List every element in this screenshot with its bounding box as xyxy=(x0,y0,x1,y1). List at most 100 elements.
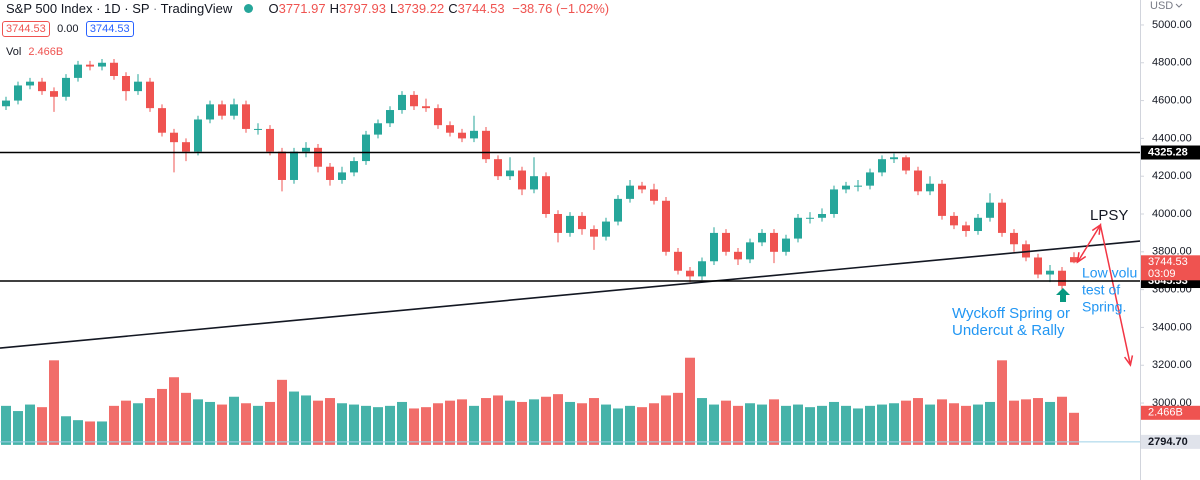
candle-body xyxy=(98,62,106,67)
level-label-box xyxy=(1141,145,1200,160)
candle-body xyxy=(410,94,418,107)
volume-bar xyxy=(829,401,839,445)
volume-bar xyxy=(985,401,995,445)
candle-body xyxy=(614,198,622,222)
volume-bar xyxy=(157,388,167,445)
candle-body xyxy=(818,214,826,218)
volume-bar xyxy=(145,398,155,445)
volume-bar xyxy=(1045,401,1055,445)
volume-bar xyxy=(205,401,215,445)
candle-body xyxy=(578,215,586,230)
y-tick-label: 4200.00 xyxy=(1152,170,1192,182)
candle-body xyxy=(1046,270,1054,275)
candle-body xyxy=(242,104,250,129)
currency-dropdown[interactable] xyxy=(1175,3,1183,8)
volume-bar xyxy=(841,405,851,445)
candle-body xyxy=(326,166,334,180)
last-price-box xyxy=(1141,255,1200,281)
ask[interactable]: 3744.53 xyxy=(85,21,134,37)
volume-bar xyxy=(277,379,287,445)
y-tick-label: 3400.00 xyxy=(1152,321,1192,333)
candle-body xyxy=(386,110,394,124)
candle-body xyxy=(494,159,502,177)
volume-bar xyxy=(733,405,743,445)
candle-body xyxy=(686,270,694,277)
volume-bar xyxy=(613,408,623,445)
candle-body xyxy=(146,81,154,109)
candle-body xyxy=(770,232,778,252)
arrow-head xyxy=(1076,252,1087,264)
bid[interactable]: 3744.53 xyxy=(2,21,50,37)
candle-body xyxy=(638,185,646,190)
volume-label-box xyxy=(1141,405,1200,420)
volume-bar xyxy=(433,403,443,445)
volume-bar xyxy=(49,360,59,445)
candle-body xyxy=(290,151,298,180)
candle-body xyxy=(710,232,718,262)
candle-body xyxy=(602,221,610,237)
candle-body xyxy=(74,64,82,78)
candle-body xyxy=(266,128,274,152)
volume-bar xyxy=(673,392,683,445)
candle-body xyxy=(830,189,838,215)
y-tick-label: 3800.00 xyxy=(1152,246,1192,258)
candle-body xyxy=(698,261,706,277)
countdown: 03:09 xyxy=(1148,268,1176,280)
volume-bar xyxy=(625,405,635,445)
volume-bar xyxy=(421,407,431,445)
annotation: Wyckoff Spring or xyxy=(952,305,1070,322)
candle-body xyxy=(38,81,46,92)
annotation: Undercut & Rally xyxy=(952,322,1065,339)
volume-bar xyxy=(337,403,347,445)
level-label-box xyxy=(1141,434,1200,449)
candle-body xyxy=(650,189,658,201)
y-tick-label: 3200.00 xyxy=(1152,359,1192,371)
status-dot xyxy=(243,4,253,13)
volume-bar xyxy=(853,408,863,445)
candle-body xyxy=(1010,232,1018,245)
volume-bar xyxy=(805,407,815,445)
volume-bar xyxy=(745,403,755,445)
candle-body xyxy=(890,157,898,160)
currency-label: USD xyxy=(1150,0,1173,12)
volume-bar xyxy=(553,394,563,445)
ohlc-value: 3771.97 xyxy=(278,1,326,16)
volume-bar xyxy=(817,405,827,445)
candle-body xyxy=(674,251,682,271)
volume-bar xyxy=(181,392,191,445)
volume-bar xyxy=(961,405,971,445)
candle-body xyxy=(182,142,190,152)
candle-body xyxy=(530,176,538,190)
candle-body xyxy=(338,172,346,180)
annotation: Spring. xyxy=(1082,299,1126,315)
volume-bar xyxy=(1057,396,1067,445)
volume-legend: Vol 2.466B xyxy=(6,46,63,58)
volume-bar xyxy=(217,404,227,445)
volume-bar xyxy=(973,404,983,445)
candle-body xyxy=(1070,257,1078,263)
candle-body xyxy=(458,132,466,139)
symbol-line: S&P 500 Index · 1D · SP · TradingView O3… xyxy=(6,1,610,16)
vol-label: Vol xyxy=(6,46,22,58)
volume-bar xyxy=(253,405,263,445)
arrow-head xyxy=(1123,355,1134,367)
volume-bar xyxy=(97,421,107,445)
ohlc-key: C xyxy=(448,1,458,16)
volume-bar xyxy=(541,396,551,445)
volume-bar xyxy=(1069,412,1079,445)
candle-body xyxy=(14,85,22,101)
annotation: LPSY xyxy=(1090,207,1128,224)
volume-bar xyxy=(469,405,479,445)
volume-bar xyxy=(529,399,539,445)
volume-bar xyxy=(289,391,299,445)
ohlc-value: 3739.22 xyxy=(397,1,445,16)
candle-body xyxy=(350,161,358,173)
candle-body xyxy=(218,104,226,116)
volume-bar xyxy=(397,401,407,445)
candle-body xyxy=(2,100,10,107)
candle-body xyxy=(1034,257,1042,275)
volume-bar xyxy=(349,404,359,445)
volume-bar xyxy=(1033,398,1043,445)
candle-body xyxy=(110,62,118,76)
y-tick-label: 5000.00 xyxy=(1152,19,1192,31)
